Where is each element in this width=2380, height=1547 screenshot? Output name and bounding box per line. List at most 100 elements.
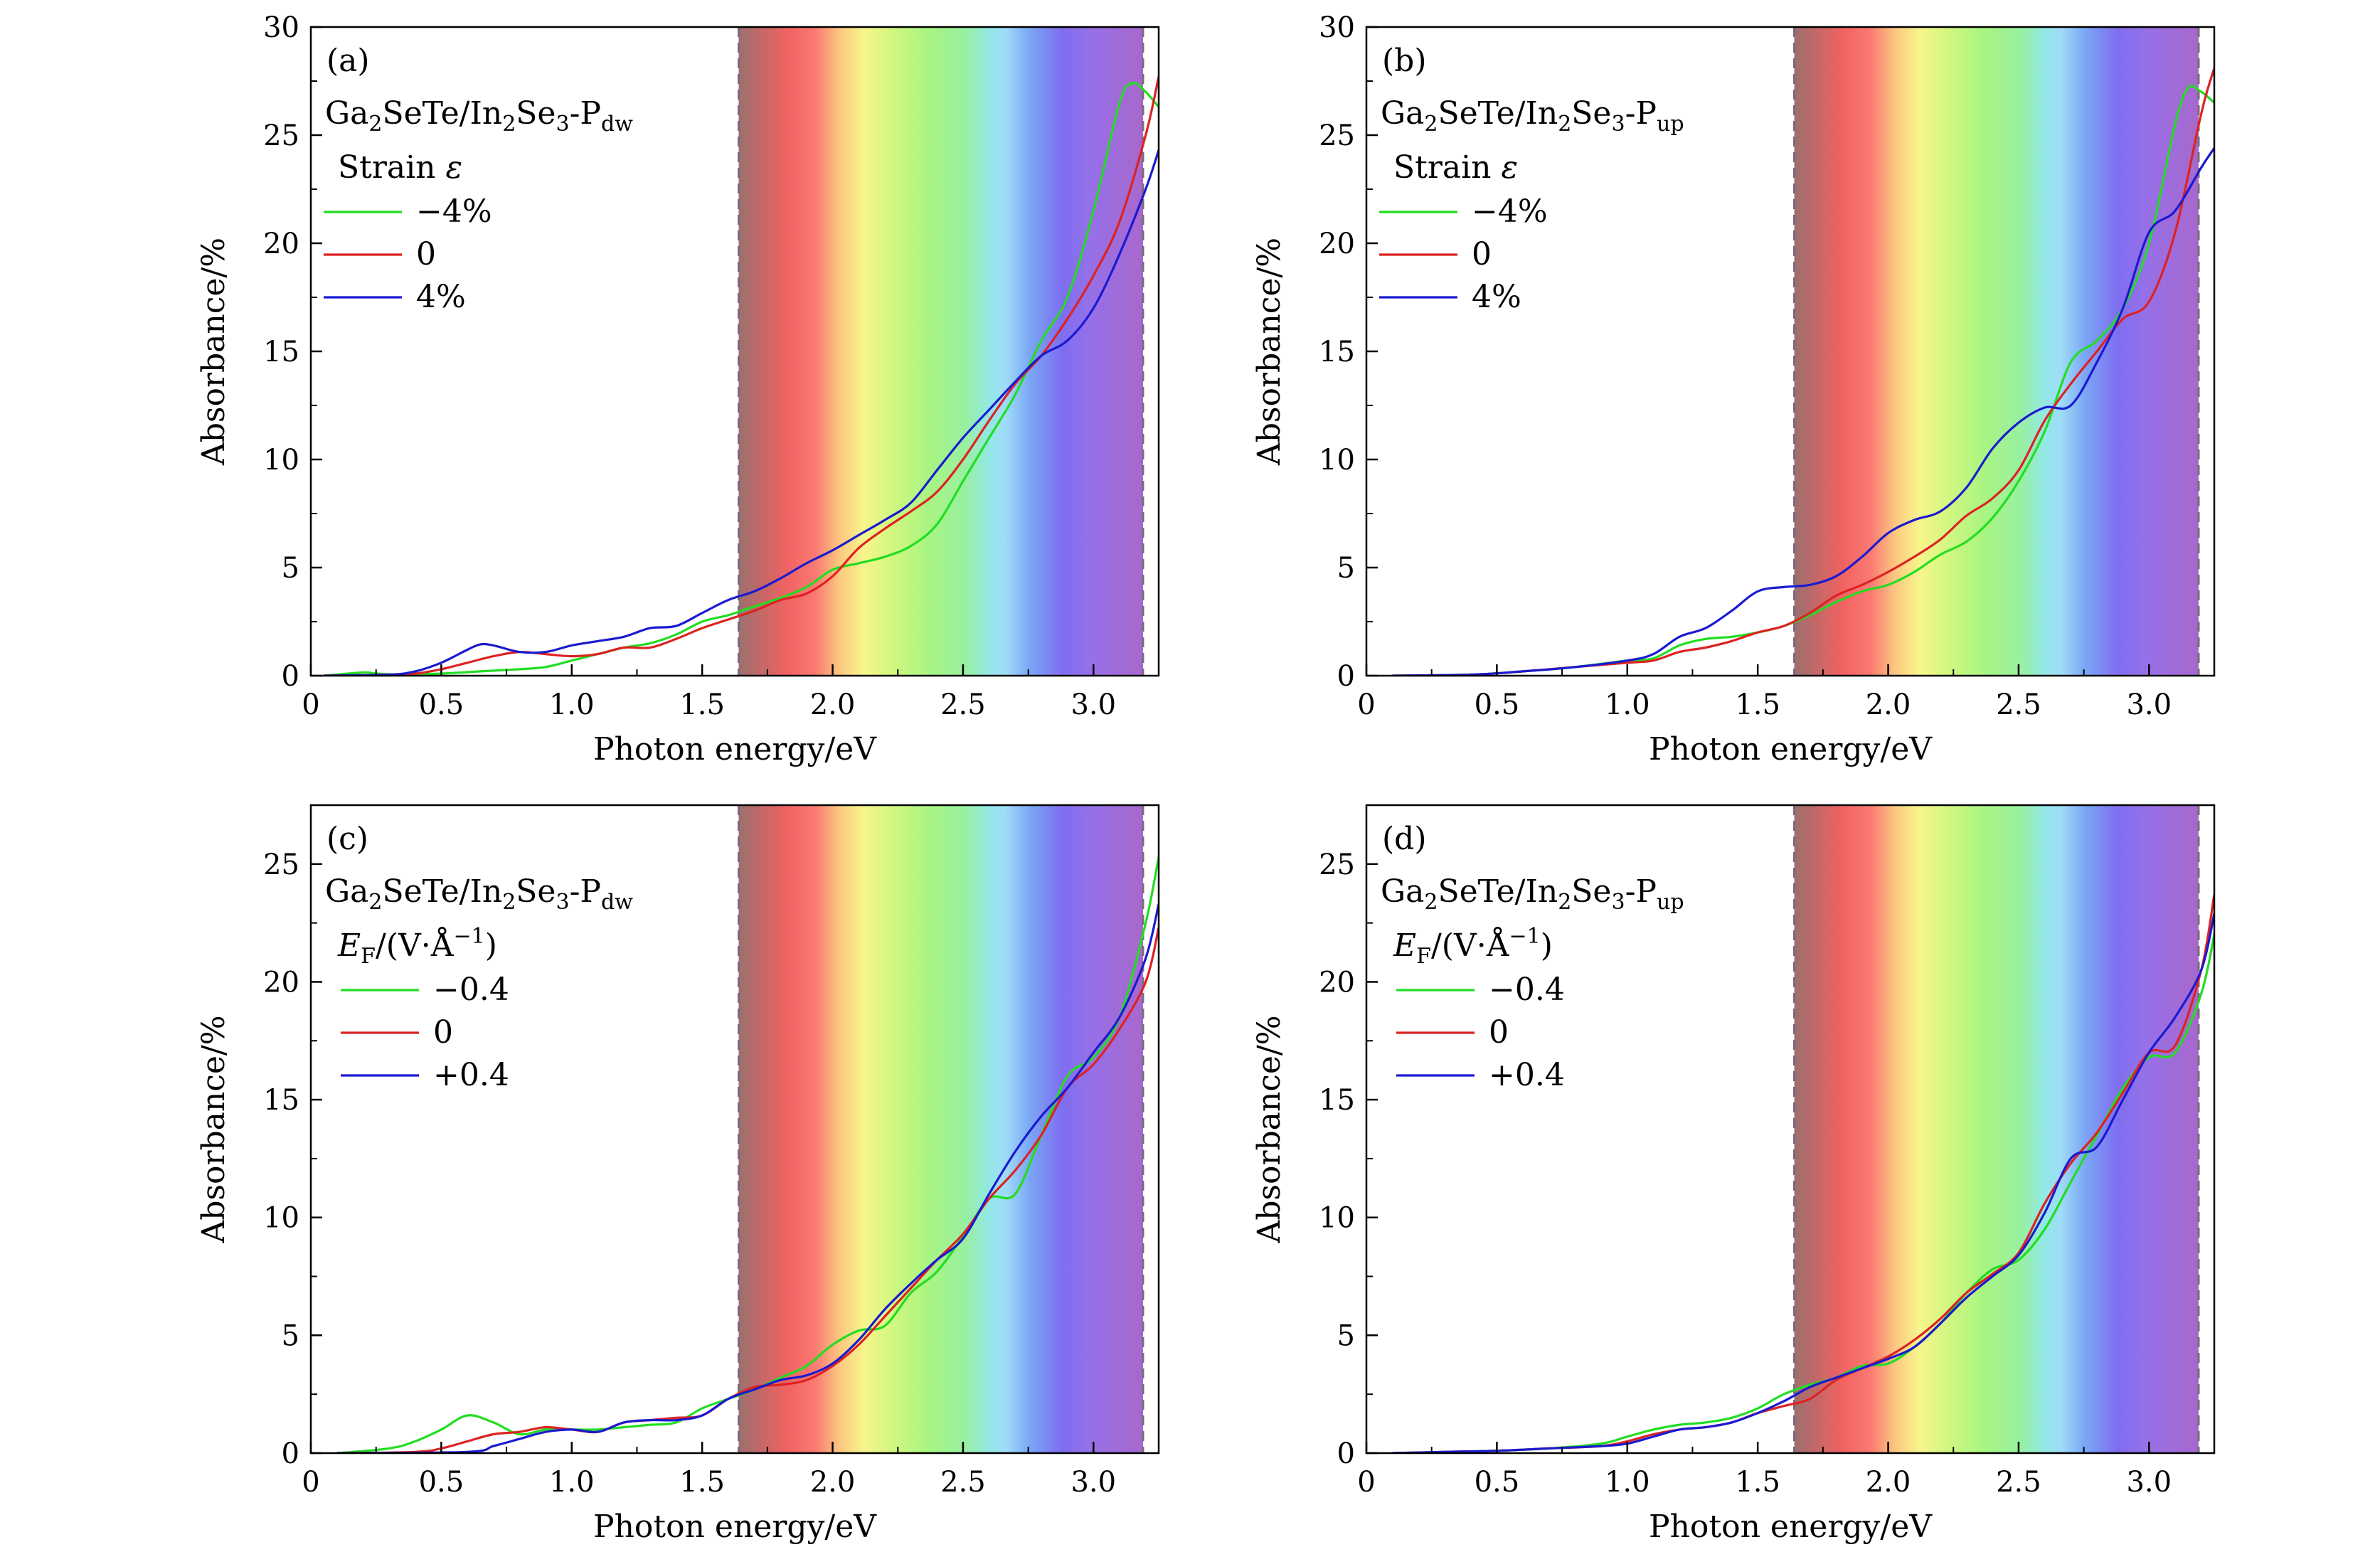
chart-panel-3: 0 0.5 1.0 1.5 2.0 2.5 3.0 0 5 10 15 20 25 Photon ener… bbox=[1251, 804, 2216, 1545]
y-tick-label: 10 bbox=[263, 1202, 299, 1235]
panel-label: (c) bbox=[326, 821, 368, 857]
y-tick-label: 15 bbox=[263, 336, 299, 368]
chart-panel-2: 0 0.5 1.0 1.5 2.0 2.5 3.0 0 5 10 15 20 25 Photon ener… bbox=[196, 804, 1160, 1545]
x-tick-label: 2.5 bbox=[940, 689, 986, 721]
y-tick-label: 15 bbox=[1319, 336, 1355, 368]
y-axis-title: Absorbance/% bbox=[196, 238, 232, 466]
y-tick-label: 20 bbox=[1319, 228, 1355, 260]
y-axis-title: Absorbance/% bbox=[196, 1015, 232, 1243]
x-tick-label: 1.0 bbox=[1605, 1466, 1650, 1499]
panel-label: (d) bbox=[1382, 821, 1427, 857]
chart-panel-0: 0 0.5 1.0 1.5 2.0 2.5 3.0 0 5 10 15 20 25 30 Photon en… bbox=[196, 11, 1160, 767]
plot-frame bbox=[309, 804, 1160, 1455]
y-tick-label: 5 bbox=[282, 1319, 299, 1352]
y-tick-label: 0 bbox=[282, 660, 299, 693]
series-line-2 bbox=[324, 149, 1159, 676]
y-tick-label: 25 bbox=[1319, 849, 1355, 881]
y-tick-label: 20 bbox=[263, 228, 299, 260]
y-tick-label: 30 bbox=[1319, 11, 1355, 44]
legend-title: EF/(V·Å−1) bbox=[1393, 924, 1553, 969]
y-tick-label: 30 bbox=[263, 11, 299, 44]
legend-entry-1: 0 bbox=[1472, 236, 1492, 272]
y-tick-label: 10 bbox=[1319, 444, 1355, 477]
visible-spectrum-band bbox=[738, 27, 1143, 676]
material-label: Ga2SeTe/In2Se3-Pup bbox=[1381, 873, 1684, 915]
series-group bbox=[336, 856, 1159, 1453]
chart-panel-1: 0 0.5 1.0 1.5 2.0 2.5 3.0 0 5 10 15 20 25 30 Photon en… bbox=[1251, 11, 2216, 767]
y-tick-label: 0 bbox=[282, 1437, 299, 1470]
series-line-1 bbox=[1392, 68, 2214, 676]
x-tick-label: 1.5 bbox=[679, 689, 725, 721]
x-tick-label: 2.5 bbox=[1996, 1466, 2041, 1499]
panel-label: (b) bbox=[1382, 43, 1427, 79]
y-tick-label: 15 bbox=[1319, 1084, 1355, 1117]
x-tick-label: 0 bbox=[302, 1466, 319, 1499]
legend-title: EF/(V·Å−1) bbox=[337, 924, 497, 969]
x-tick-label: 1.5 bbox=[679, 1466, 725, 1499]
material-label: Ga2SeTe/In2Se3-Pdw bbox=[325, 873, 633, 915]
plot-frame bbox=[1365, 804, 2216, 1455]
series-line-0 bbox=[1392, 934, 2214, 1453]
series-line-0 bbox=[336, 856, 1159, 1453]
series-line-2 bbox=[1392, 147, 2214, 676]
x-tick-label: 3.0 bbox=[2126, 1466, 2172, 1499]
y-tick-label: 5 bbox=[1337, 1319, 1355, 1352]
x-tick-label: 3.0 bbox=[1071, 689, 1116, 721]
y-tick-label: 15 bbox=[263, 1084, 299, 1117]
y-tick-label: 0 bbox=[1337, 660, 1355, 693]
series-line-2 bbox=[1392, 913, 2214, 1453]
visible-spectrum-band bbox=[1794, 805, 2199, 1453]
legend-entry-2: 4% bbox=[1472, 279, 1521, 315]
series-line-1 bbox=[336, 927, 1159, 1453]
x-tick-label: 0.5 bbox=[419, 689, 464, 721]
y-tick-label: 25 bbox=[263, 119, 299, 152]
visible-spectrum-band bbox=[1794, 27, 2199, 676]
x-tick-label: 2.5 bbox=[940, 1466, 986, 1499]
legend-entry-0: −0.4 bbox=[1489, 972, 1565, 1008]
x-tick-label: 1.0 bbox=[1605, 689, 1650, 721]
y-tick-label: 10 bbox=[1319, 1202, 1355, 1235]
y-tick-label: 5 bbox=[282, 552, 299, 585]
y-tick-label: 10 bbox=[263, 444, 299, 477]
x-axis-title: Photon energy/eV bbox=[593, 1509, 877, 1545]
series-group bbox=[1392, 68, 2214, 676]
legend-entry-0: −4% bbox=[1472, 193, 1548, 230]
x-tick-label: 3.0 bbox=[2126, 689, 2172, 721]
x-axis-title: Photon energy/eV bbox=[1649, 1509, 1933, 1545]
legend-entry-0: −0.4 bbox=[433, 972, 509, 1008]
x-axis-title: Photon energy/eV bbox=[593, 731, 877, 767]
x-tick-label: 1.5 bbox=[1735, 689, 1780, 721]
y-tick-label: 20 bbox=[1319, 966, 1355, 999]
y-tick-label: 25 bbox=[263, 849, 299, 881]
x-tick-label: 1.0 bbox=[549, 689, 595, 721]
x-tick-label: 2.0 bbox=[1866, 1466, 1911, 1499]
material-label: Ga2SeTe/In2Se3-Pdw bbox=[325, 95, 633, 137]
legend-entry-1: 0 bbox=[416, 236, 436, 272]
visible-spectrum-band bbox=[738, 805, 1143, 1453]
y-tick-label: 20 bbox=[263, 966, 299, 999]
legend-entry-2: +0.4 bbox=[433, 1057, 509, 1093]
y-tick-label: 5 bbox=[1337, 552, 1355, 585]
x-tick-label: 0.5 bbox=[1475, 1466, 1520, 1499]
x-tick-label: 0 bbox=[1357, 689, 1375, 721]
x-tick-label: 3.0 bbox=[1071, 1466, 1116, 1499]
x-tick-label: 0 bbox=[1357, 1466, 1375, 1499]
legend-entry-0: −4% bbox=[416, 193, 492, 230]
series-line-2 bbox=[336, 903, 1159, 1453]
legend-title: Strain ε bbox=[1393, 149, 1518, 186]
x-tick-label: 0.5 bbox=[419, 1466, 464, 1499]
x-tick-label: 2.0 bbox=[1866, 689, 1911, 721]
x-tick-label: 2.5 bbox=[1996, 689, 2041, 721]
series-group bbox=[1392, 894, 2214, 1453]
series-line-1 bbox=[324, 76, 1159, 676]
legend-entry-2: +0.4 bbox=[1489, 1057, 1565, 1093]
y-tick-label: 25 bbox=[1319, 119, 1355, 152]
legend-title: Strain ε bbox=[338, 149, 462, 186]
legend-entry-1: 0 bbox=[433, 1014, 453, 1051]
x-tick-label: 1.0 bbox=[549, 1466, 595, 1499]
y-tick-label: 0 bbox=[1337, 1437, 1355, 1470]
series-group bbox=[324, 76, 1159, 676]
material-label: Ga2SeTe/In2Se3-Pup bbox=[1381, 95, 1684, 137]
panel-label: (a) bbox=[326, 43, 370, 79]
